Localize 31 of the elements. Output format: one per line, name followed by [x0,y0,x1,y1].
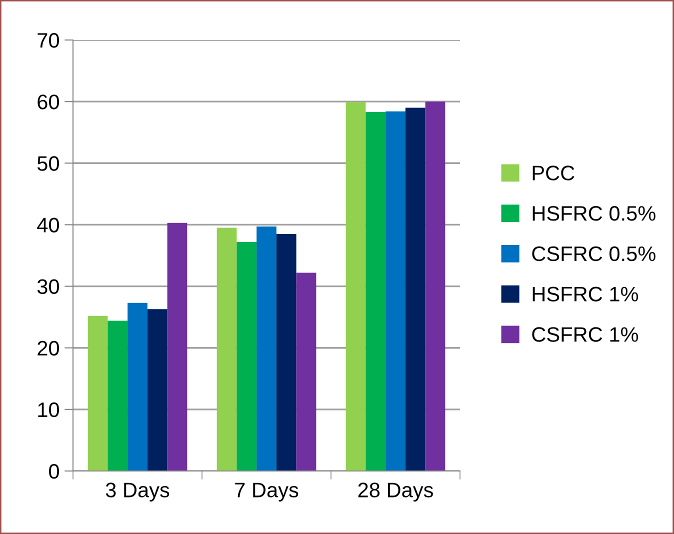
y-tick-label: 20 [38,340,59,356]
bar [386,111,406,471]
y-tick-label: 40 [37,218,59,232]
bar [296,272,316,471]
legend-label: PCC [532,166,574,180]
bar [236,242,257,471]
bar [147,309,168,471]
legend-label: CSFRC 1% [532,327,638,342]
legend-label: HSFRC 1% [532,286,638,302]
bar [276,234,296,471]
y-tick-label: 70 [38,33,59,48]
y-tick-label: 50 [37,156,59,171]
bar [405,108,426,471]
bar [346,102,366,471]
bar [366,112,386,471]
bar [425,102,446,471]
bar [256,226,276,471]
bar [167,222,188,471]
x-tick-label: 7 Days [235,482,298,502]
y-tick-label: 10 [38,402,59,418]
bar [216,228,237,471]
bar [108,320,128,471]
bar [88,316,108,471]
y-tick-label: 0 [49,464,59,479]
legend-label: CSFRC 0.5% [532,246,656,262]
x-tick-label: 28 Days [358,482,433,502]
x-tick-label: 3 Days [106,482,170,502]
bar [128,302,148,471]
legend-label: HSFRC 0.5% [532,206,656,221]
y-tick-label: 30 [37,279,59,294]
y-tick-label: 60 [38,94,59,110]
